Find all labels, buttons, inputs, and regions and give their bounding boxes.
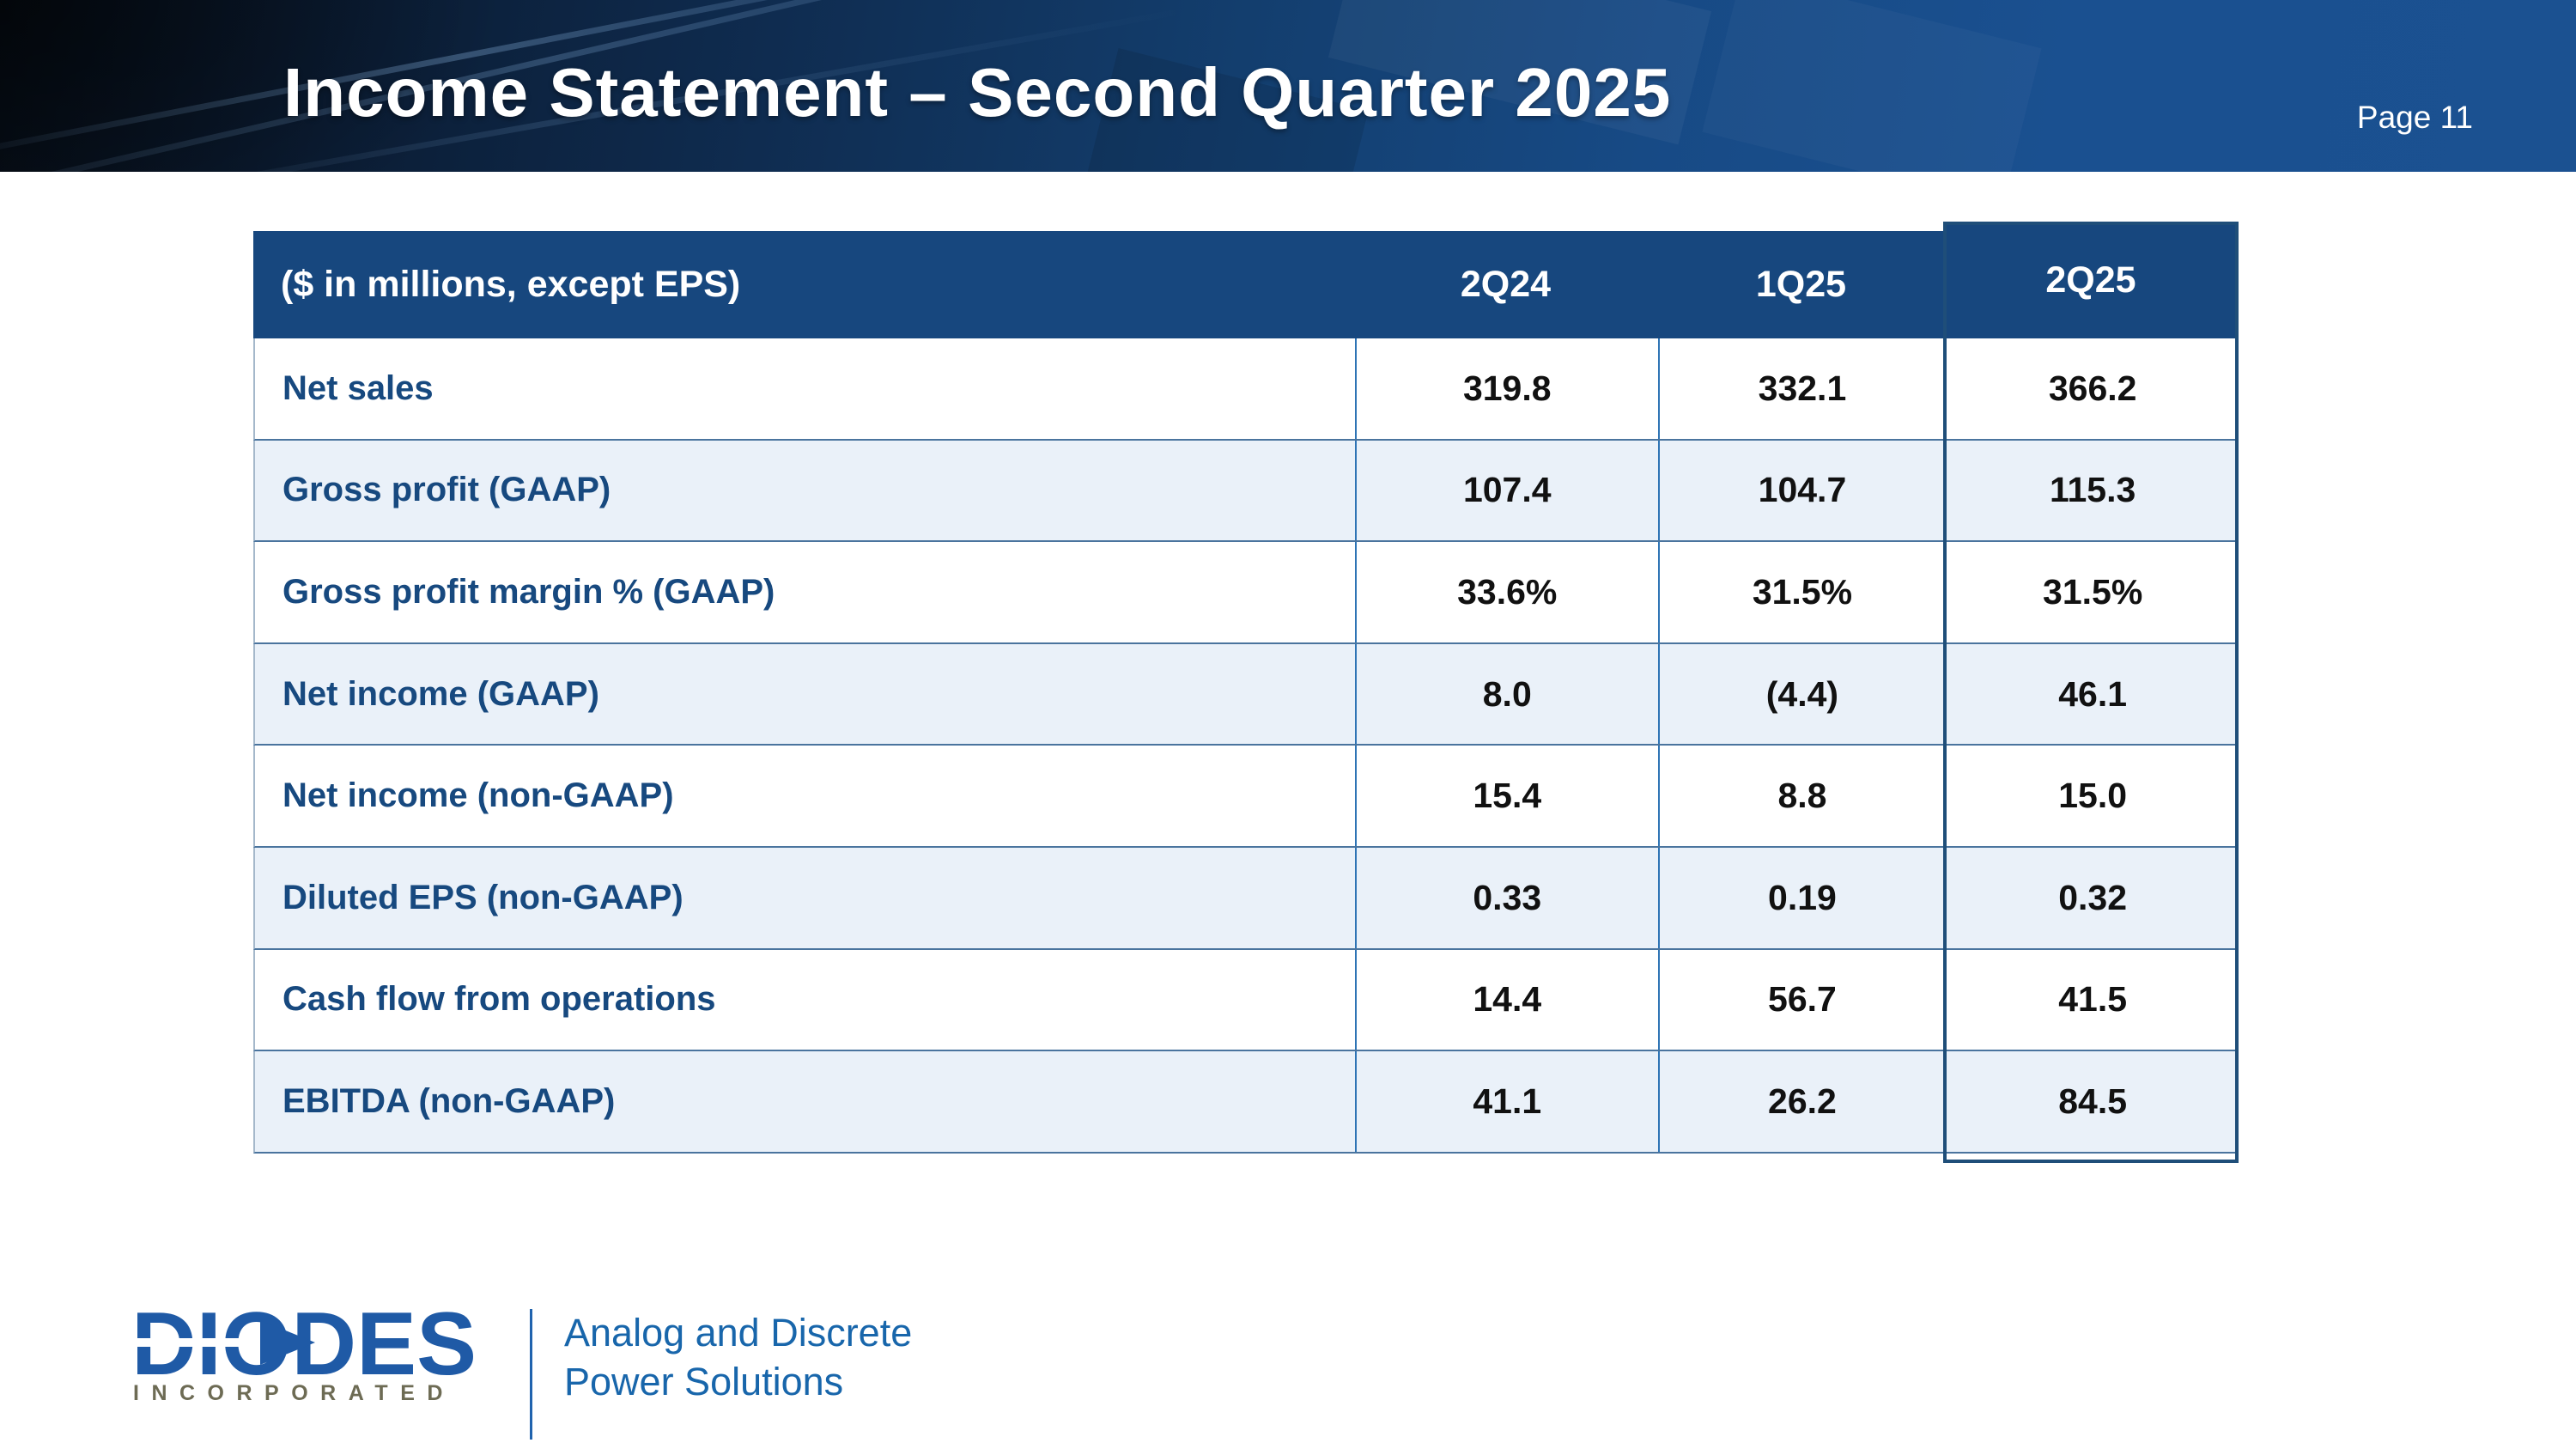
- footer-divider: [530, 1309, 532, 1440]
- table-header-row: ($ in millions, except EPS) 2Q24 1Q25: [253, 231, 2239, 338]
- table-row: Diluted EPS (non-GAAP) 0.33 0.19 0.32: [253, 847, 2239, 950]
- table-row: Net income (GAAP) 8.0 (4.4) 46.1: [253, 643, 2239, 746]
- column-header-2q25: 2Q25: [1943, 222, 2239, 338]
- row-value-2q24: 14.4: [1354, 949, 1658, 1050]
- table-row: Gross profit (GAAP) 107.4 104.7 115.3: [253, 440, 2239, 543]
- row-value-2q25: 15.0: [1945, 746, 2239, 846]
- header-geometric-decoration: [1702, 0, 2041, 172]
- row-value-2q25: 41.5: [1945, 949, 2239, 1050]
- row-label: Cash flow from operations: [283, 980, 716, 1019]
- column-header-2q24: 2Q24: [1460, 264, 1552, 305]
- income-statement-table: ($ in millions, except EPS) 2Q24 1Q25 Ne…: [253, 222, 2239, 1163]
- table-row: Net income (non-GAAP) 15.4 8.8 15.0: [253, 746, 2239, 848]
- row-value-1q25: (4.4): [1657, 643, 1946, 745]
- row-value-2q25: 0.32: [1945, 847, 2239, 948]
- row-label: Net sales: [283, 368, 434, 407]
- row-value-2q25: 46.1: [1945, 643, 2239, 745]
- table-row: Gross profit margin % (GAAP) 33.6% 31.5%…: [253, 542, 2239, 644]
- table-row: EBITDA (non-GAAP) 41.1 26.2 84.5: [253, 1051, 2239, 1154]
- row-label: Gross profit margin % (GAAP): [283, 572, 775, 611]
- row-value-1q25: 56.7: [1657, 949, 1946, 1050]
- table-caption: ($ in millions, except EPS): [281, 264, 741, 305]
- tagline-line-2: Power Solutions: [564, 1360, 844, 1403]
- row-label: Net income (non-GAAP): [283, 776, 674, 815]
- column-header-1q25: 1Q25: [1755, 264, 1847, 305]
- row-value-1q25: 104.7: [1657, 440, 1946, 541]
- row-value-2q24: 15.4: [1354, 746, 1658, 846]
- row-value-2q25: 31.5%: [1945, 542, 2239, 642]
- row-label: Diluted EPS (non-GAAP): [283, 878, 683, 916]
- slide-title: Income Statement – Second Quarter 2025: [283, 54, 1672, 131]
- table-row: Net sales 319.8 332.1 366.2: [253, 338, 2239, 441]
- diodes-logo: DIODES: [131, 1294, 477, 1394]
- row-value-1q25: 0.19: [1657, 847, 1946, 948]
- row-label: Net income (GAAP): [283, 674, 599, 713]
- logo-incorporated-label: INCORPORATED: [133, 1381, 455, 1405]
- row-value-2q24: 319.8: [1354, 338, 1658, 439]
- logo-diode-arrow-icon: [260, 1320, 315, 1365]
- row-value-1q25: 31.5%: [1657, 542, 1946, 642]
- row-value-2q24: 8.0: [1354, 643, 1658, 745]
- page-number: Page 11: [2356, 100, 2473, 135]
- row-value-2q25: 84.5: [1945, 1051, 2239, 1152]
- row-value-1q25: 26.2: [1657, 1051, 1946, 1152]
- row-label: EBITDA (non-GAAP): [283, 1081, 616, 1120]
- tagline-line-1: Analog and Discrete: [564, 1311, 913, 1355]
- company-tagline: Analog and Discrete Power Solutions: [564, 1308, 912, 1406]
- row-value-2q24: 107.4: [1354, 440, 1658, 541]
- row-value-2q25: 115.3: [1945, 440, 2239, 541]
- row-value-2q24: 33.6%: [1354, 542, 1658, 642]
- logo-diode-line: [131, 1338, 260, 1347]
- row-value-2q24: 41.1: [1354, 1051, 1658, 1152]
- row-value-2q25: 366.2: [1945, 338, 2239, 439]
- row-label: Gross profit (GAAP): [283, 471, 611, 509]
- row-value-2q24: 0.33: [1354, 847, 1658, 948]
- row-value-1q25: 8.8: [1657, 746, 1946, 846]
- header-band: Income Statement – Second Quarter 2025 P…: [0, 0, 2576, 172]
- row-value-1q25: 332.1: [1657, 338, 1946, 439]
- table-row: Cash flow from operations 14.4 56.7 41.5: [253, 949, 2239, 1052]
